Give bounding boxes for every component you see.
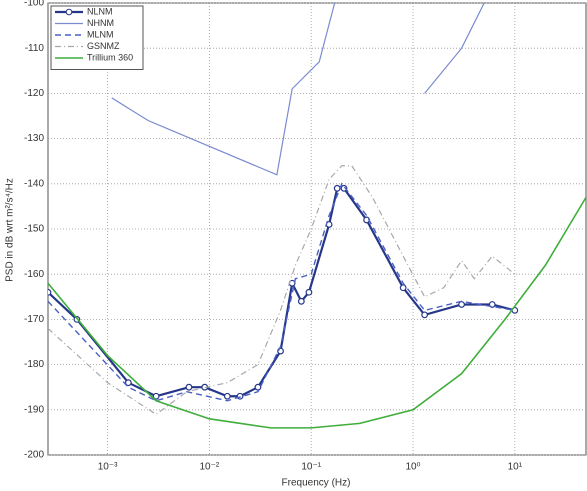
series-line <box>48 196 586 429</box>
y-tick-label: -110 <box>25 43 45 54</box>
legend-box <box>50 5 144 70</box>
y-tick-label: -100 <box>24 0 44 9</box>
y-tick-label: -140 <box>24 178 44 189</box>
point <box>340 184 348 192</box>
legend-label: MLNM <box>87 29 114 39</box>
legend-label: GSNMZ <box>87 41 120 51</box>
y-tick-label: -160 <box>24 269 44 280</box>
plot-area <box>47 2 587 456</box>
point <box>297 297 305 305</box>
point <box>152 392 160 400</box>
point <box>421 311 429 319</box>
y-tick-label: -120 <box>24 88 44 99</box>
point <box>333 184 341 192</box>
legend-label: NLNM <box>87 6 113 16</box>
point <box>124 379 132 387</box>
y-tick-label: -170 <box>24 314 44 325</box>
y-tick-label: -180 <box>24 359 44 370</box>
x-tick-label: 10¹ <box>508 462 523 473</box>
point <box>305 288 313 296</box>
x-axis-label: Frequency (Hz) <box>282 478 351 489</box>
series-layer <box>48 3 586 429</box>
y-axis-label: PSD in dB wrt m²/s⁴/Hz <box>5 178 16 282</box>
legend-marker <box>65 8 73 16</box>
point <box>185 383 193 391</box>
y-tick-label: -200 <box>24 450 44 461</box>
y-tick-label: -130 <box>24 133 44 144</box>
y-tick-label: -190 <box>24 404 44 415</box>
series-line <box>48 165 516 416</box>
series-line <box>48 182 515 402</box>
x-tick-label: 10⁻¹ <box>301 462 321 473</box>
y-tick-label: -150 <box>24 224 44 235</box>
x-tick-label: 10⁰ <box>405 462 420 473</box>
point <box>458 301 465 308</box>
legend-label: Trillium 360 <box>87 52 133 62</box>
x-tick-label: 10⁻³ <box>98 462 118 473</box>
series-line <box>48 187 516 398</box>
point <box>399 284 407 292</box>
point <box>223 392 231 400</box>
point <box>254 383 262 391</box>
series-line <box>111 3 485 176</box>
legend-label: NHNM <box>87 18 114 28</box>
x-tick-label: 10⁻² <box>200 462 220 473</box>
point <box>48 288 52 296</box>
